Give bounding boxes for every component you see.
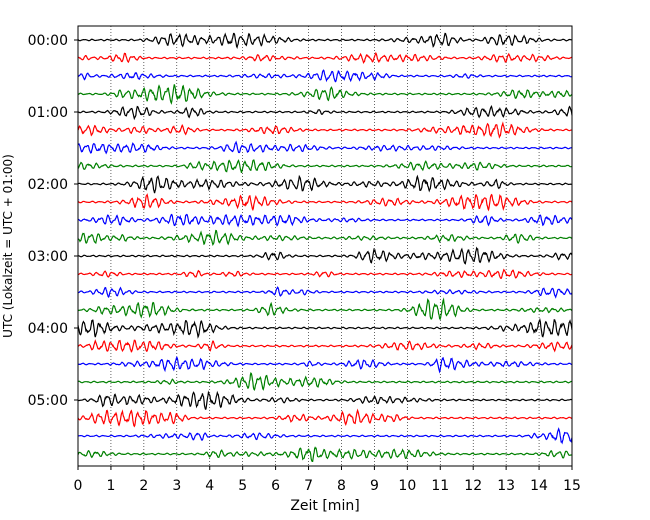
x-tick-label: 7 — [304, 478, 313, 494]
x-tick-label: 6 — [271, 478, 280, 494]
seismogram-trace — [77, 408, 573, 428]
x-tick-label: 0 — [74, 478, 83, 494]
seismogram-trace — [77, 427, 573, 445]
plot-frame — [77, 25, 573, 467]
x-tick-label: 14 — [530, 478, 548, 494]
seismogram-trace — [77, 32, 573, 49]
seismogram-trace — [77, 229, 573, 246]
x-tick-label: 1 — [106, 478, 115, 494]
y-axis-label: UTC (Lokalzeit = UTC + 01:00) — [1, 154, 15, 338]
seismogram-trace — [77, 193, 573, 212]
seismogram-trace — [77, 286, 573, 299]
x-axis: 0 1 2 3 4 5 6 7 8 9 10 11 12 13 14 15 — [74, 466, 581, 494]
seismogram-trace — [77, 339, 573, 353]
y-tick-label: 02:00 — [28, 177, 68, 193]
x-tick-label: 12 — [464, 478, 482, 494]
x-tick-label: 10 — [398, 478, 416, 494]
seismogram-trace — [77, 51, 573, 64]
seismogram-trace — [77, 174, 573, 194]
seismogram-trace — [77, 317, 573, 339]
x-tick-label: 2 — [139, 478, 148, 494]
y-tick-label: 05:00 — [28, 393, 68, 409]
seismogram-trace — [77, 159, 573, 173]
seismogram-trace — [77, 69, 573, 83]
vertical-grid — [110, 26, 540, 466]
seismogram-trace — [77, 390, 573, 410]
seismogram-trace — [77, 355, 573, 374]
x-axis-label: Zeit [min] — [290, 498, 359, 514]
seismogram-trace — [77, 84, 573, 105]
seismogram-trace — [77, 372, 573, 391]
seismogram-trace — [77, 121, 573, 139]
y-tick-label: 00:00 — [28, 33, 68, 49]
x-tick-label: 15 — [563, 478, 581, 494]
seismogram-trace — [77, 246, 573, 265]
x-tick-label: 9 — [370, 478, 379, 494]
seismogram-traces — [77, 32, 573, 462]
seismogram-trace — [77, 446, 573, 462]
x-tick-label: 5 — [238, 478, 247, 494]
x-tick-label: 13 — [497, 478, 515, 494]
seismogram-trace — [77, 104, 573, 121]
plot-area — [78, 26, 572, 466]
x-tick-label: 3 — [172, 478, 181, 494]
x-tick-label: 4 — [205, 478, 214, 494]
seismogram-trace — [77, 297, 573, 321]
seismogram-trace — [77, 268, 573, 280]
y-tick-label: 04:00 — [28, 321, 68, 337]
x-tick-label: 8 — [337, 478, 346, 494]
seismogram-trace — [77, 213, 573, 228]
y-axis: 00:00 01:00 02:00 03:00 04:00 05:00 — [28, 33, 78, 409]
seismogram-trace — [77, 140, 573, 155]
y-tick-label: 01:00 — [28, 105, 68, 121]
y-tick-label: 03:00 — [28, 249, 68, 265]
x-tick-label: 11 — [431, 478, 449, 494]
